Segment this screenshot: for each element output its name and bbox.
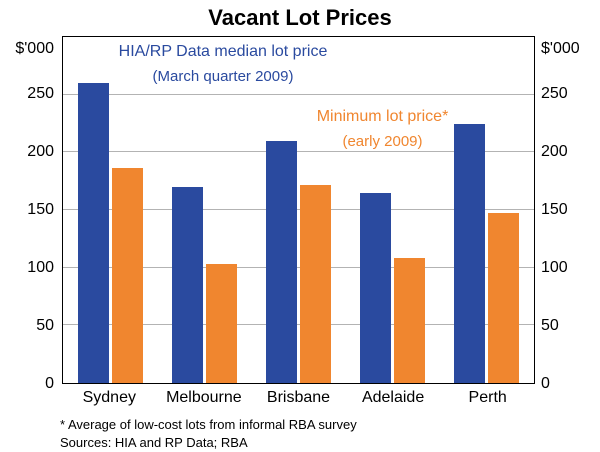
legend-series-median-label: HIA/RP Data median lot price bbox=[118, 43, 328, 60]
footnote-sources: Sources: HIA and RP Data; RBA bbox=[60, 434, 248, 450]
footnote-asterisk: * Average of low-cost lots from informal… bbox=[60, 417, 357, 432]
bar-melbourne-median bbox=[171, 186, 203, 383]
bar-melbourne-minimum bbox=[205, 264, 237, 383]
bar-sydney-median bbox=[77, 83, 109, 383]
gridline-250 bbox=[63, 93, 534, 95]
y-tick-200: 200 bbox=[27, 143, 54, 160]
footnotes: * Average of low-cost lots from informal… bbox=[60, 416, 357, 451]
bar-group-sydney bbox=[63, 37, 157, 383]
y-tick-0: 0 bbox=[541, 375, 550, 392]
legend-series-median-sub: (March quarter 2009) bbox=[152, 68, 294, 86]
category-label-adelaide: Adelaide bbox=[361, 389, 425, 406]
gridline-50 bbox=[63, 324, 534, 326]
y-tick-50: 50 bbox=[541, 317, 559, 334]
gridline-200 bbox=[63, 151, 534, 153]
bar-group-adelaide bbox=[346, 37, 440, 383]
y-axis-left: 0 50 100 150 200 250 bbox=[0, 36, 54, 392]
gridline-100 bbox=[63, 266, 534, 268]
category-label-melbourne: Melbourne bbox=[166, 389, 242, 406]
legend-series-minimum-sub: (early 2009) bbox=[342, 133, 423, 151]
legend-series-median: HIA/RP Data median lot price (March quar… bbox=[73, 43, 373, 86]
y-axis-right: 0 50 100 150 200 250 bbox=[541, 36, 600, 392]
gridline-150 bbox=[63, 209, 534, 210]
bar-sydney-minimum bbox=[111, 168, 143, 383]
bar-groups bbox=[63, 37, 534, 383]
page-title: Vacant Lot Prices bbox=[208, 5, 392, 30]
y-axis-unit-left: $'000 bbox=[15, 40, 54, 57]
plot-area: HIA/RP Data median lot price (March quar… bbox=[62, 36, 535, 384]
y-tick-0: 0 bbox=[45, 375, 54, 392]
y-tick-250: 250 bbox=[27, 85, 54, 102]
legend-series-minimum-label: Minimum lot price* bbox=[316, 108, 449, 125]
bar-brisbane-minimum bbox=[300, 184, 331, 383]
y-tick-100: 100 bbox=[27, 259, 54, 276]
y-tick-100: 100 bbox=[541, 259, 568, 276]
category-label-sydney: Sydney bbox=[82, 389, 136, 406]
category-label-brisbane: Brisbane bbox=[266, 389, 331, 406]
y-tick-250: 250 bbox=[541, 85, 568, 102]
bar-adelaide-minimum bbox=[394, 258, 426, 383]
bar-brisbane-median bbox=[266, 140, 297, 383]
bar-perth-minimum bbox=[488, 213, 520, 383]
bar-group-brisbane bbox=[251, 37, 345, 383]
bar-adelaide-median bbox=[360, 192, 392, 383]
bar-group-melbourne bbox=[157, 37, 251, 383]
bar-group-perth bbox=[440, 37, 534, 383]
y-tick-150: 150 bbox=[27, 201, 54, 218]
y-tick-50: 50 bbox=[36, 317, 54, 334]
y-axis-unit-right: $'000 bbox=[541, 40, 580, 57]
y-tick-150: 150 bbox=[541, 201, 568, 218]
legend-series-minimum: Minimum lot price* (early 2009) bbox=[275, 108, 490, 151]
x-axis-labels: Sydney Melbourne Brisbane Adelaide Perth bbox=[62, 389, 535, 407]
bar-perth-median bbox=[454, 123, 486, 383]
category-label-perth: Perth bbox=[468, 389, 507, 406]
y-tick-200: 200 bbox=[541, 143, 568, 160]
